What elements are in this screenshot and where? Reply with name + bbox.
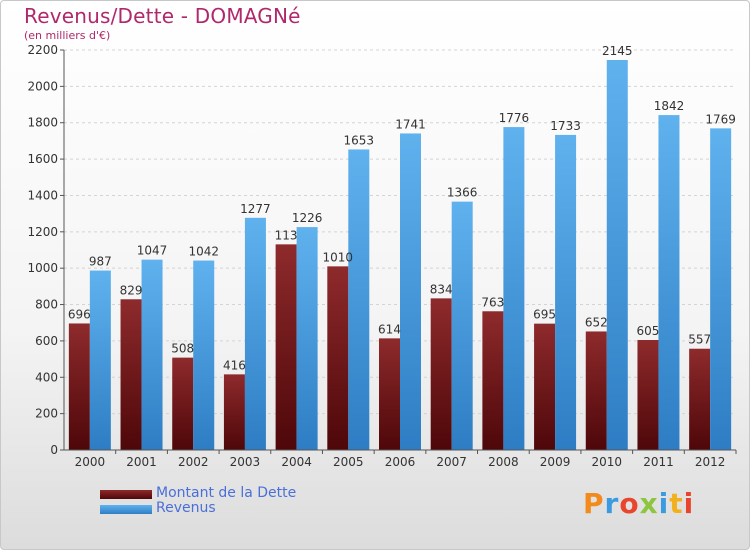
x-tick-label: 2002 <box>178 455 209 469</box>
bar-revenus <box>503 127 525 450</box>
bar-dette <box>379 338 400 450</box>
data-label-revenus: 1042 <box>188 245 219 259</box>
x-tick-label: 2000 <box>75 455 106 469</box>
y-tick-label: 1600 <box>27 152 58 166</box>
data-label-dette: 695 <box>533 308 556 322</box>
data-label-revenus: 1741 <box>395 117 426 131</box>
x-tick-label: 2008 <box>488 455 519 469</box>
bar-dette <box>327 266 349 450</box>
legend-swatch-revenus <box>100 505 152 514</box>
x-tick-label: 2004 <box>281 455 312 469</box>
legend-swatch-dette <box>100 490 152 499</box>
data-label-revenus: 1366 <box>447 186 478 200</box>
data-label-dette: 652 <box>585 315 608 329</box>
legend-label-dette: Montant de la Dette <box>156 485 297 501</box>
bar-revenus <box>348 149 370 451</box>
data-label-dette: 1010 <box>323 250 354 264</box>
data-label-dette: 763 <box>481 295 504 309</box>
data-label-dette: 416 <box>223 358 246 372</box>
x-tick-label: 2009 <box>540 455 571 469</box>
y-tick-label: 1200 <box>27 225 58 239</box>
data-label-dette: 696 <box>68 307 91 321</box>
data-label-revenus: 1226 <box>292 211 323 225</box>
data-label-revenus: 1733 <box>550 119 581 133</box>
bar-revenus <box>451 201 473 450</box>
y-tick-label: 2000 <box>27 79 58 93</box>
bar-dette <box>120 299 142 450</box>
y-tick-label: 800 <box>35 298 58 312</box>
bar-revenus <box>193 260 215 450</box>
x-tick-label: 2012 <box>695 455 726 469</box>
x-tick-label: 2003 <box>230 455 261 469</box>
bar-dette <box>689 348 711 450</box>
y-tick-label: 200 <box>35 407 58 421</box>
data-label-revenus: 1277 <box>240 202 271 216</box>
proxiti-logo: Proxiti <box>583 487 695 520</box>
bar-revenus <box>710 128 732 450</box>
data-label-revenus: 1776 <box>499 111 530 125</box>
data-label-dette: 614 <box>378 322 401 336</box>
x-tick-label: 2007 <box>436 455 467 469</box>
y-tick-label: 1800 <box>27 116 58 130</box>
bar-revenus <box>555 134 577 450</box>
data-label-dette: 508 <box>171 342 194 356</box>
bar-revenus <box>658 115 680 450</box>
y-tick-label: 1400 <box>27 188 58 202</box>
bar-dette <box>534 323 556 450</box>
y-tick-label: 0 <box>50 443 58 457</box>
x-tick-label: 2001 <box>126 455 157 469</box>
y-tick-label: 2200 <box>27 43 58 57</box>
data-label-dette: 834 <box>430 282 453 296</box>
x-tick-label: 2010 <box>591 455 622 469</box>
data-label-revenus: 987 <box>89 255 112 269</box>
data-label-dette: 829 <box>120 283 143 297</box>
bar-revenus <box>141 259 163 450</box>
bar-dette <box>637 340 659 450</box>
data-label-dette: 113 <box>275 228 298 242</box>
data-label-revenus: 1653 <box>344 133 375 147</box>
bar-dette <box>172 357 194 450</box>
legend-label-revenus: Revenus <box>156 500 216 516</box>
data-label-dette: 605 <box>637 324 660 338</box>
chart-title: Revenus/Dette - DOMAGNé <box>24 4 301 28</box>
bar-dette <box>482 311 504 450</box>
chart-subtitle: (en milliers d'€) <box>24 29 111 42</box>
bar-revenus <box>296 227 318 450</box>
bar-dette <box>275 244 297 450</box>
x-tick-label: 2006 <box>385 455 416 469</box>
bar-revenus <box>244 217 266 450</box>
data-label-dette: 557 <box>688 333 711 347</box>
x-tick-label: 2005 <box>333 455 364 469</box>
data-label-revenus: 1047 <box>137 244 168 258</box>
bar-revenus <box>89 270 111 450</box>
bar-dette <box>68 323 90 450</box>
y-tick-label: 1000 <box>27 261 58 275</box>
data-label-revenus: 2145 <box>602 44 633 58</box>
x-tick-label: 2011 <box>643 455 674 469</box>
data-label-revenus: 1842 <box>654 99 685 113</box>
bar-revenus <box>606 60 628 450</box>
bar-dette <box>585 331 607 450</box>
y-tick-label: 600 <box>35 334 58 348</box>
y-tick-label: 400 <box>35 370 58 384</box>
data-label-revenus: 1769 <box>705 112 736 126</box>
bar-dette <box>430 298 452 450</box>
bar-dette <box>223 374 245 450</box>
bar-revenus <box>400 133 421 451</box>
